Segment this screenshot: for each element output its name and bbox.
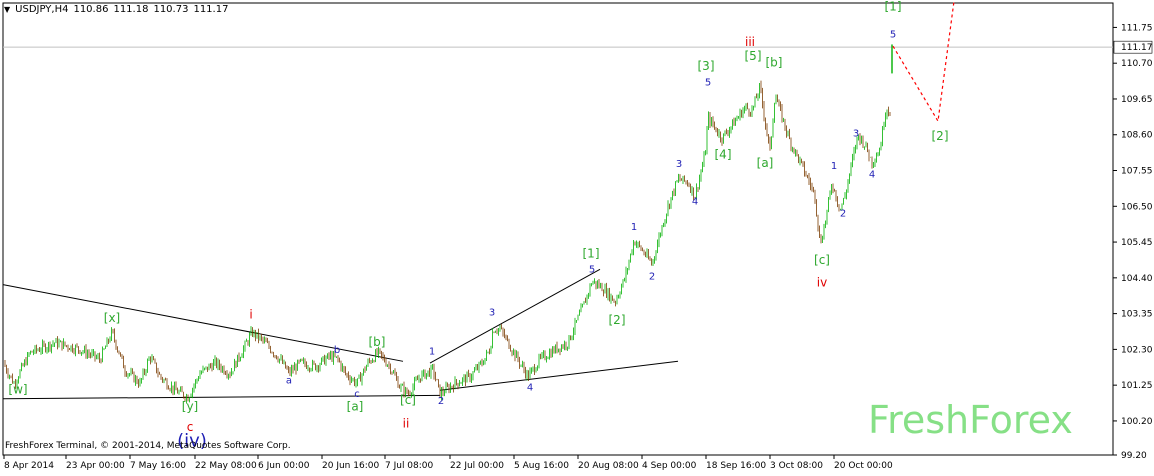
last-price-tag [1113,40,1153,54]
y-tick-label: 105.45 [1121,238,1153,248]
x-tick-label: 5 Aug 16:00 [514,461,569,471]
wave-label: [a] [347,400,364,414]
y-tick-label: 99.20 [1121,451,1147,461]
close-value: 111.17 [193,4,229,15]
wave-label: ii [403,417,410,431]
wave-label: iv [817,275,827,289]
wave-label: [4] [715,148,732,162]
wave-label: a [286,375,292,386]
wave-label: 3 [676,159,682,170]
x-tick-label: 20 Aug 08:00 [578,461,639,471]
wave-label: i [249,308,252,322]
wave-label: [1] [885,0,902,13]
y-tick-label: 108.60 [1121,131,1153,141]
wave-label: 5 [589,265,595,276]
wave-label: 3 [853,128,859,139]
wave-label: [3] [698,59,715,73]
wave-label: c [187,420,194,434]
wave-label: [w] [8,383,27,397]
wave-label: iii [745,35,755,49]
x-tick-label: 18 Sep 16:00 [706,461,766,471]
y-tick-label: 110.70 [1121,59,1153,69]
y-tick-label: 111.75 [1121,23,1153,33]
wave-label: [b] [369,335,386,349]
wave-label: 1 [631,222,637,233]
wave-label: [5] [745,49,762,63]
wave-label: [1] [583,246,600,260]
wave-label: [c] [814,253,830,267]
wave-label: [2] [609,313,626,327]
x-tick-label: 3 Oct 08:00 [770,461,823,471]
dropdown-triangle-icon[interactable]: ▼ [4,5,11,14]
wave-label: b [334,345,340,356]
wave-label: [c] [400,393,416,407]
wave-label: c [354,389,360,400]
trendline [2,284,404,362]
wave-label: 1 [429,346,435,357]
x-tick-label: 22 Jul 00:00 [450,461,504,471]
x-tick-label: 22 May 08:00 [195,461,257,471]
wave-label: 2 [840,209,846,220]
trendline [439,360,679,391]
y-tick-label: 103.35 [1121,310,1153,320]
wave-label: [y] [182,400,198,414]
last-price-label: 111.17 [1121,43,1153,53]
wave-label: 5 [705,77,711,88]
y-tick-label: 104.40 [1121,274,1153,284]
x-tick-label: 4 Sep 00:00 [642,461,697,471]
x-tick-label: 23 Apr 00:00 [66,461,125,471]
wave-label: 4 [527,382,533,393]
y-tick-label: 107.55 [1121,167,1153,177]
y-tick-label: 101.25 [1121,381,1153,391]
wave-label: 3 [489,307,495,318]
y-tick-label: 106.50 [1121,202,1153,212]
low-value: 110.73 [153,4,189,15]
y-tick-label: 109.65 [1121,95,1153,105]
x-tick-label: 6 Jun 00:00 [258,461,310,471]
x-tick-label: 7 May 16:00 [130,461,186,471]
chart-header: ▼ USDJPY,H4 110.86 111.18 110.73 111.17 [4,4,228,15]
wave-label: (iv) [177,430,207,451]
brand-watermark: FreshForex [868,398,1073,442]
trendline [429,268,601,364]
x-tick-label: 7 Jul 08:00 [385,461,434,471]
wave-label: [x] [104,311,120,325]
symbol-label: USDJPY,H4 [15,4,69,15]
y-tick-label: 102.30 [1121,345,1153,355]
wave-label: 1 [831,161,837,172]
high-value: 111.18 [113,4,149,15]
x-tick-label: 8 Apr 2014 [4,461,54,471]
y-tick-label: 100.20 [1121,417,1153,427]
wave-label: 4 [869,169,875,180]
copyright-footer: FreshForex Terminal, © 2001-2014, MetaQu… [5,441,291,451]
wave-label: [2] [932,129,949,143]
wave-label: [b] [766,56,783,70]
wave-label: 4 [692,197,698,208]
projection-line [892,0,955,123]
x-tick-label: 20 Jun 16:00 [322,461,379,471]
wave-label: 2 [649,272,655,283]
wave-label: [a] [757,156,774,170]
open-value: 110.86 [73,4,109,15]
x-tick-label: 20 Oct 00:00 [834,461,893,471]
plot-frame [2,2,1114,456]
wave-label: 2 [438,396,444,407]
wave-label: 5 [890,30,896,41]
trendline [2,394,441,400]
